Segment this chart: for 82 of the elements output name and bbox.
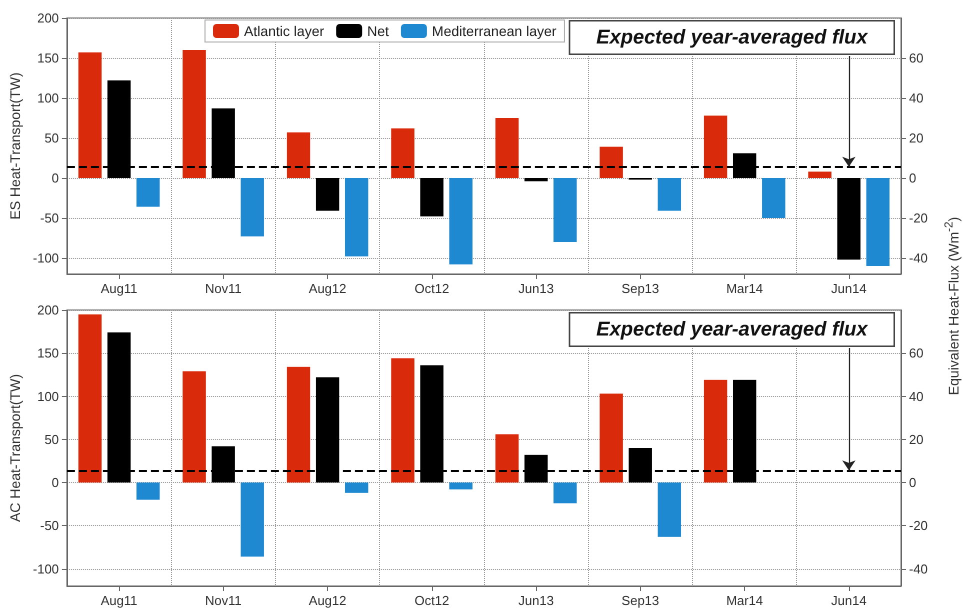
bar — [762, 178, 786, 218]
bar — [600, 394, 623, 482]
x-tick-label: Mar14 — [726, 593, 764, 608]
bar — [495, 434, 519, 482]
annotation: Expected year-averaged flux — [596, 318, 868, 340]
annotation: Expected year-averaged flux — [596, 26, 868, 48]
x-tick-label: Jun13 — [518, 281, 554, 296]
x-tick-label: Aug12 — [308, 593, 346, 608]
y-tick-label: -50 — [40, 210, 59, 226]
y2-tick-label: -20 — [909, 210, 928, 226]
bar — [240, 482, 264, 557]
bar — [658, 178, 682, 211]
bar — [704, 380, 728, 482]
bar — [136, 482, 160, 500]
legend-label: Atlantic layer — [244, 23, 324, 39]
x-tick-label: Jun14 — [831, 593, 867, 608]
y2-tick-label: 40 — [909, 388, 924, 404]
y2-tick-label: -40 — [909, 561, 928, 576]
bar — [391, 358, 414, 482]
y2-tick-label: 40 — [909, 90, 924, 106]
bar — [78, 314, 102, 482]
y-axis-title: AC Heat-Transport(TW) — [7, 374, 23, 522]
bar — [286, 366, 310, 482]
bar — [704, 116, 728, 178]
y2-tick-label: 60 — [909, 346, 924, 361]
bar — [136, 178, 160, 207]
y-tick-label: 200 — [37, 10, 59, 26]
bar — [600, 146, 623, 178]
x-tick-label: Jun14 — [831, 281, 867, 296]
y-axis-title: ES Heat-Transport(TW) — [7, 72, 23, 220]
bar — [658, 482, 682, 537]
legend-label: Net — [367, 23, 390, 39]
x-tick-label: Nov11 — [204, 281, 242, 296]
x-tick-label: Oct12 — [414, 281, 450, 296]
bar — [391, 128, 414, 178]
bar — [449, 178, 472, 264]
bar — [182, 50, 206, 178]
y-tick-label: 100 — [37, 388, 59, 404]
bar — [524, 178, 548, 182]
y-tick-label: -100 — [32, 250, 59, 266]
bar — [866, 178, 890, 266]
bar — [808, 172, 832, 178]
x-tick-label: Mar14 — [726, 281, 764, 296]
y-tick-label: 200 — [37, 302, 59, 318]
bar — [286, 132, 310, 178]
bar — [344, 178, 368, 256]
bar — [554, 178, 577, 242]
x-tick-label: Nov11 — [204, 593, 242, 608]
y-tick-label: -50 — [40, 518, 59, 534]
bar — [182, 371, 206, 482]
y2-tick-label: 60 — [909, 50, 924, 66]
y2-tick-label: 0 — [909, 475, 916, 490]
x-tick-label: Aug12 — [308, 281, 346, 296]
bar — [495, 118, 519, 178]
x-tick-label: Sep13 — [622, 281, 660, 296]
bar — [449, 482, 472, 490]
y2-tick-label: -20 — [909, 518, 928, 534]
y2-tick-label: 20 — [909, 432, 924, 447]
x-tick-label: Aug11 — [100, 281, 138, 296]
x-tick-label: Sep13 — [622, 593, 660, 608]
y-tick-label: 0 — [52, 475, 59, 490]
x-tick-label: Aug11 — [100, 593, 138, 608]
bar — [78, 52, 102, 178]
x-tick-label: Jun13 — [518, 593, 554, 608]
bar — [837, 178, 860, 260]
y-tick-label: 150 — [37, 346, 59, 361]
bar — [344, 482, 368, 493]
bar — [554, 482, 577, 504]
y-tick-label: 50 — [44, 432, 59, 447]
y-tick-label: -100 — [32, 561, 59, 576]
legend-label: Mediterranean layer — [432, 23, 557, 39]
y2-tick-label: 0 — [909, 170, 916, 186]
y2-tick-label: -40 — [909, 250, 928, 266]
y-tick-label: 150 — [37, 50, 59, 66]
y-tick-label: 0 — [52, 170, 59, 186]
bar — [240, 178, 264, 236]
bar — [420, 178, 444, 216]
x-tick-label: Oct12 — [414, 593, 450, 608]
y-tick-label: 100 — [37, 90, 59, 106]
bar — [316, 178, 340, 211]
y-tick-label: 50 — [44, 130, 59, 146]
y2-tick-label: 20 — [909, 130, 924, 146]
